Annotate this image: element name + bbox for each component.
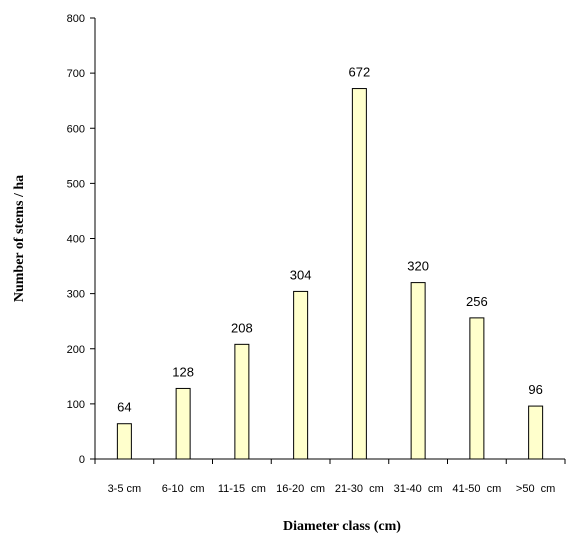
x-tick-label: 3-5 cm — [108, 483, 142, 495]
y-tick-label: 200 — [67, 344, 85, 356]
bar — [234, 343, 250, 460]
x-tick-label: 31-40 cm — [394, 483, 443, 495]
data-label: 672 — [349, 65, 371, 80]
y-tick-label: 600 — [67, 123, 85, 135]
y-tick-label: 800 — [67, 13, 85, 25]
bars — [116, 88, 544, 460]
data-label: 320 — [407, 259, 429, 274]
x-tick-label: 6-10 cm — [162, 483, 205, 495]
y-tick-label: 700 — [67, 68, 85, 80]
y-tick-label: 0 — [79, 454, 85, 466]
y-tick-label: 300 — [67, 289, 85, 301]
data-label: 208 — [231, 320, 253, 335]
data-label: 304 — [290, 267, 312, 282]
x-tick-label: >50 cm — [516, 483, 555, 495]
y-axis-ticks: 0 100 200 300 400 500 600 700 800 — [67, 13, 95, 466]
data-label: 96 — [528, 382, 542, 397]
bar — [410, 282, 426, 460]
data-labels: 64 128 208 304 672 320 256 96 — [117, 65, 543, 415]
bar — [293, 290, 309, 460]
x-tick-label: 21-30 cm — [335, 483, 384, 495]
bar — [469, 317, 485, 460]
bar — [116, 423, 132, 460]
data-label: 64 — [117, 400, 131, 415]
bar — [175, 387, 191, 460]
x-tick-label: 41-50 cm — [452, 483, 501, 495]
x-tick-label: 11-15 cm — [218, 483, 266, 495]
data-label: 128 — [172, 364, 194, 379]
y-tick-label: 400 — [67, 234, 85, 246]
y-tick-label: 100 — [67, 399, 85, 411]
y-tick-label: 500 — [67, 178, 85, 190]
x-tick-label: 16-20 cm — [276, 483, 325, 495]
x-axis-title: Diameter class (cm) — [283, 519, 401, 534]
y-axis-title: Number of stems / ha — [12, 175, 27, 302]
data-label: 256 — [466, 294, 488, 309]
x-axis-ticks: 3-5 cm 6-10 cm 11-15 cm 16-20 cm 21-30 cm 31-… — [94, 459, 566, 495]
bar — [351, 88, 367, 460]
bar — [528, 405, 544, 460]
